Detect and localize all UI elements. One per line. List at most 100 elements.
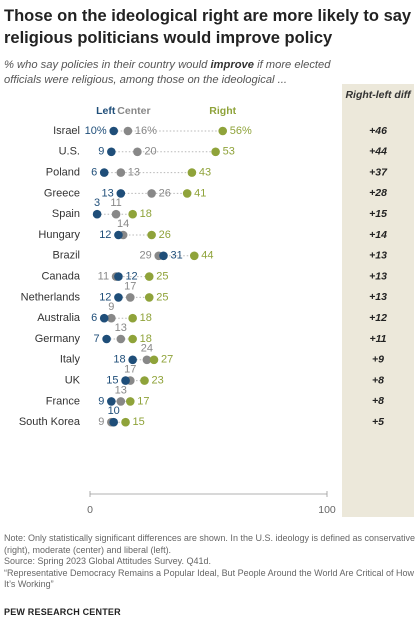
value-label-center: 9 <box>108 301 114 313</box>
value-label-left: 12 <box>99 291 111 303</box>
country-label-france: France <box>46 395 80 407</box>
value-label-right: 41 <box>194 187 206 199</box>
value-label-left: 12 <box>99 229 111 241</box>
value-label-left: 3 <box>94 197 100 209</box>
value-label-right: 17 <box>137 395 149 407</box>
dot-center <box>142 355 152 365</box>
diff-value: +11 <box>369 333 386 345</box>
dot-center <box>116 334 126 344</box>
dot-center <box>123 126 133 136</box>
value-label-right: 15 <box>133 416 145 428</box>
value-label-left: 12 <box>125 271 137 283</box>
value-label-left: 15 <box>106 375 118 387</box>
value-label-left: 13 <box>102 187 114 199</box>
diff-value: +37 <box>369 166 388 178</box>
diff-value: +13 <box>369 250 387 262</box>
subtitle-text-end: if more elected officials were religious… <box>4 59 331 86</box>
dot-right <box>144 272 154 281</box>
value-label-right: 18 <box>140 312 152 324</box>
diff-value: +46 <box>369 125 387 137</box>
country-label-uk: UK <box>65 375 81 387</box>
value-label-center: 13 <box>115 322 127 334</box>
brand-logo-text: PEW RESEARCH CENTER <box>4 607 121 617</box>
legend-left: Left <box>96 105 116 117</box>
value-label-right: 18 <box>140 333 152 345</box>
value-label-center: 13 <box>115 384 127 396</box>
country-label-spain: Spain <box>52 208 80 220</box>
value-label-left: 6 <box>91 167 97 179</box>
value-label-right: 53 <box>223 146 235 158</box>
x-tick-label-100: 100 <box>318 504 336 516</box>
value-label-center: 17 <box>124 364 136 376</box>
diff-value: +13 <box>369 291 387 303</box>
dot-center <box>125 293 135 302</box>
value-label-right: 25 <box>156 271 168 283</box>
value-label-center: 14 <box>117 218 129 230</box>
diff-value: +5 <box>372 416 384 428</box>
dot-left <box>114 293 123 302</box>
dot-right <box>121 417 130 427</box>
value-label-right: 43 <box>199 167 211 179</box>
country-label-brazil: Brazil <box>52 250 80 262</box>
diff-value: +15 <box>369 208 387 220</box>
footer-report: “Representative Democracy Remains a Popu… <box>4 567 415 590</box>
dot-left <box>128 355 137 365</box>
dot-center <box>147 189 156 198</box>
dot-left <box>92 209 102 219</box>
country-label-australia: Australia <box>37 312 81 324</box>
value-label-center: 29 <box>139 250 151 262</box>
footer-source: Source: Spring 2023 Global Attitudes Sur… <box>4 556 211 567</box>
dot-right <box>128 313 137 323</box>
subtitle-text-start: % who say policies in their country woul… <box>4 59 211 71</box>
diff-value: +8 <box>372 395 384 407</box>
dot-left <box>99 313 109 323</box>
dot-center <box>133 147 142 157</box>
dot-right <box>147 230 156 240</box>
value-label-center: 26 <box>159 187 171 199</box>
diff-value: +8 <box>372 374 384 386</box>
value-label-left: 6 <box>91 312 97 324</box>
value-label-right: 25 <box>156 291 168 303</box>
dot-right <box>125 397 135 406</box>
value-label-right: 56% <box>230 125 252 137</box>
value-label-center: 17 <box>124 280 136 292</box>
dot-right <box>189 251 199 261</box>
dot-right <box>144 293 154 302</box>
country-label-u-s-: U.S. <box>59 146 80 158</box>
value-label-right: 26 <box>159 229 171 241</box>
country-label-south-korea: South Korea <box>19 416 81 428</box>
value-label-right: 18 <box>140 208 152 220</box>
country-label-netherlands: Netherlands <box>21 291 81 303</box>
dot-left <box>109 126 118 136</box>
dot-right <box>128 209 137 219</box>
value-label-left: 31 <box>170 250 182 262</box>
country-label-germany: Germany <box>35 333 81 345</box>
dot-right <box>140 376 149 385</box>
value-label-center: 11 <box>98 271 109 283</box>
value-label-center: 16% <box>135 125 157 137</box>
country-label-israel: Israel <box>53 125 80 137</box>
dot-left <box>102 334 111 344</box>
country-label-hungary: Hungary <box>38 229 80 241</box>
value-label-left: 10% <box>85 125 107 137</box>
dot-right <box>211 147 220 157</box>
value-label-center: 9 <box>98 416 104 428</box>
dot-left <box>121 376 130 385</box>
value-label-left: 9 <box>98 146 104 158</box>
chart-title: Those on the ideological right are more … <box>4 7 412 47</box>
dot-right <box>182 189 192 198</box>
country-label-canada: Canada <box>41 271 80 283</box>
dot-left <box>116 189 126 198</box>
country-label-poland: Poland <box>46 167 80 179</box>
subtitle-emphasis: improve <box>210 59 254 71</box>
dot-left <box>107 147 116 157</box>
value-label-left: 10 <box>108 405 120 417</box>
diff-value: +13 <box>369 270 387 282</box>
dot-right <box>149 355 159 365</box>
dot-left <box>99 168 109 177</box>
dot-left <box>107 397 116 406</box>
diff-panel: Right-left diff <box>342 84 414 517</box>
diff-value: +9 <box>372 354 384 366</box>
dot-right <box>128 334 137 344</box>
